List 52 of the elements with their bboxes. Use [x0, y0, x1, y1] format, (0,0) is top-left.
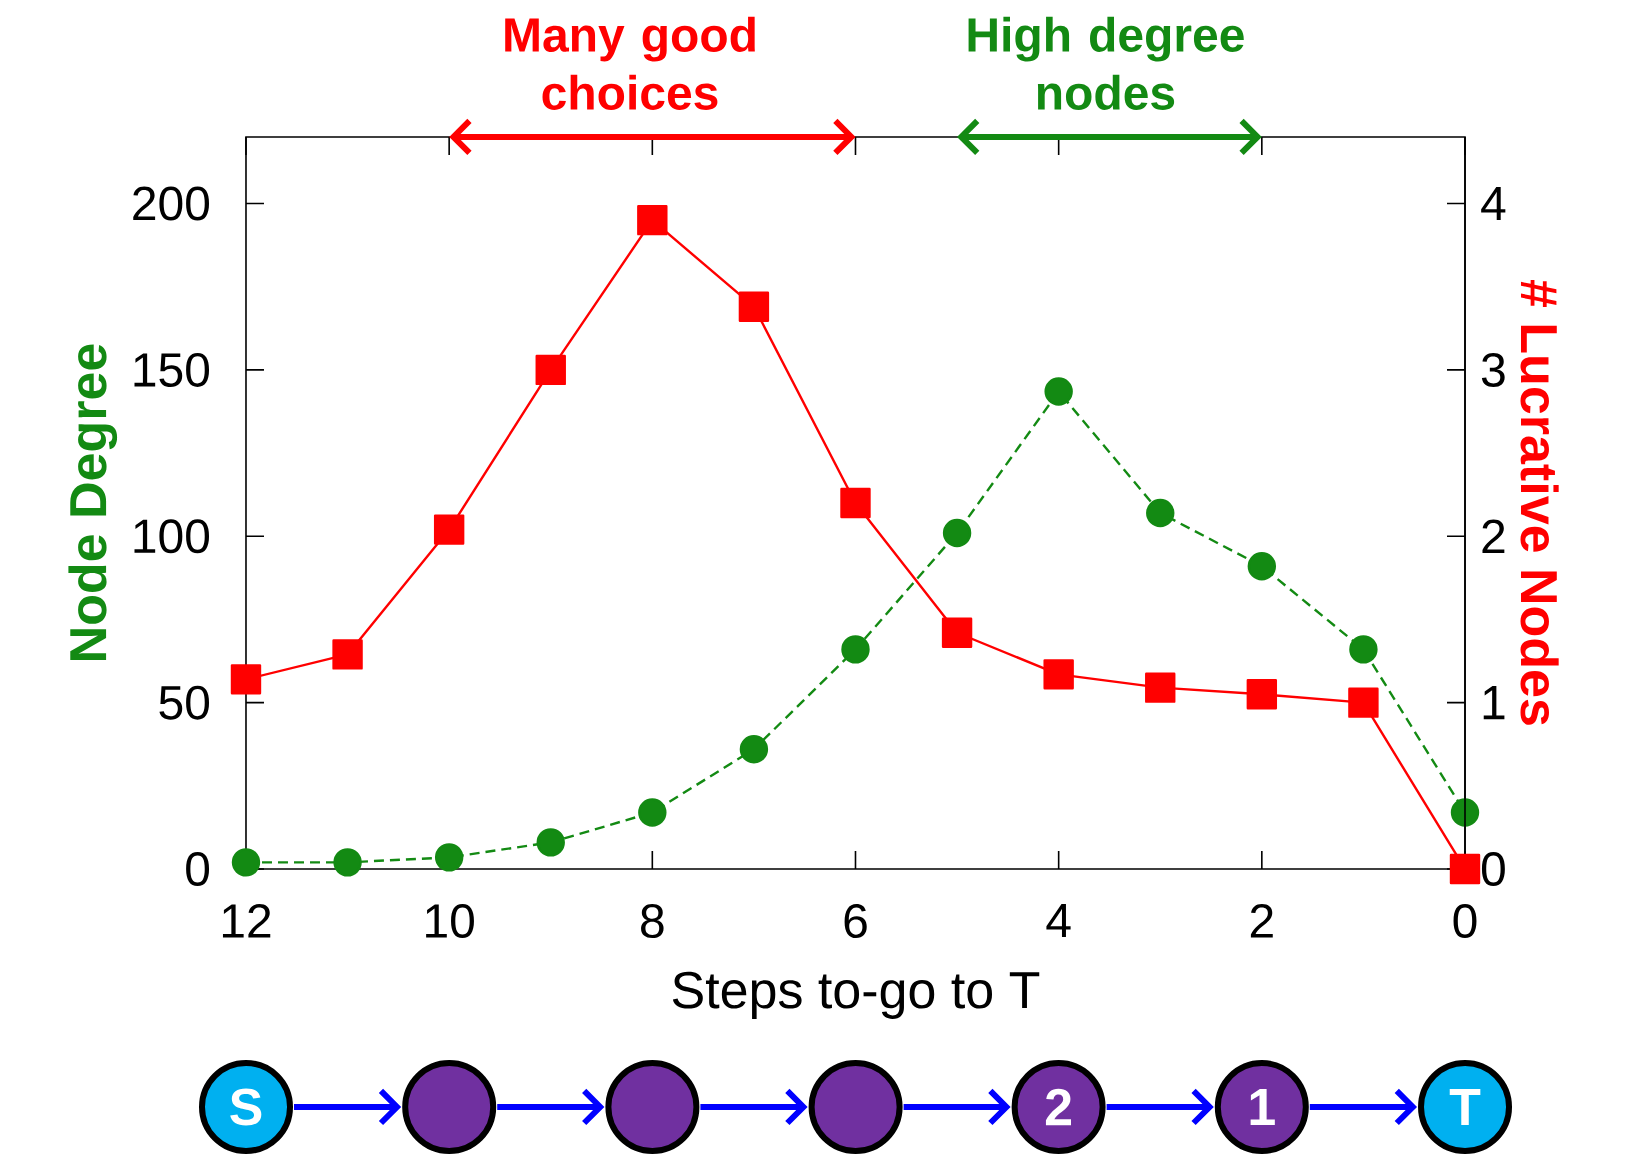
y2-tick-label: 0: [1481, 852, 1505, 886]
point: [1349, 635, 1378, 664]
text: 2: [1045, 1088, 1071, 1126]
point: [434, 843, 464, 872]
y2-axis-title: # Lucrative Nodes: [1520, 279, 1559, 725]
y-tick-label: 50: [159, 685, 210, 720]
point: [1449, 853, 1481, 885]
y-tick-label: 100: [134, 519, 210, 554]
y-axis-title: Node Degree: [68, 344, 118, 660]
point: [332, 639, 363, 670]
point: [1247, 552, 1277, 581]
x-tick-label: 10: [426, 904, 474, 939]
point: [535, 354, 566, 386]
y-tick-label: 150: [134, 352, 210, 387]
point: [942, 518, 972, 548]
y-tick-label: 0: [186, 852, 210, 886]
point: [231, 848, 261, 877]
point: [333, 848, 362, 877]
point: [1145, 672, 1176, 703]
x-tick-label: 8: [641, 904, 664, 939]
text: S: [230, 1088, 262, 1126]
y-tick-label: 200: [133, 186, 210, 221]
y2-tick-label: 1: [1483, 686, 1505, 720]
x-tick-label: 0: [1453, 904, 1477, 939]
point: [739, 735, 769, 764]
text: 1: [1250, 1089, 1275, 1125]
y2-tick-label: 4: [1481, 187, 1506, 221]
text: Many good choices: [505, 16, 755, 110]
point: [841, 635, 870, 664]
x-tick-label: 12: [222, 904, 271, 938]
point: [638, 798, 667, 827]
text: T: [1449, 1089, 1481, 1125]
point: [1348, 687, 1379, 718]
text: High degree nodes: [968, 16, 1244, 110]
point: [1450, 798, 1480, 827]
point: [1146, 498, 1175, 528]
point: [433, 514, 465, 545]
y2-tick-label: 2: [1482, 519, 1505, 554]
x-tick-label: 6: [844, 904, 867, 939]
y2-tick-label: 3: [1481, 352, 1505, 387]
point: [1044, 377, 1073, 406]
x-tick-label: 4: [1046, 904, 1071, 938]
x-axis-title: Steps to-go to T: [672, 971, 1040, 1019]
point: [840, 487, 871, 519]
point: [738, 291, 770, 322]
point: [536, 828, 565, 857]
point: [1043, 659, 1074, 690]
point: [941, 617, 973, 648]
point: [637, 204, 668, 236]
x-tick-label: 2: [1250, 904, 1273, 938]
point: [1246, 679, 1278, 710]
point: [230, 664, 262, 695]
